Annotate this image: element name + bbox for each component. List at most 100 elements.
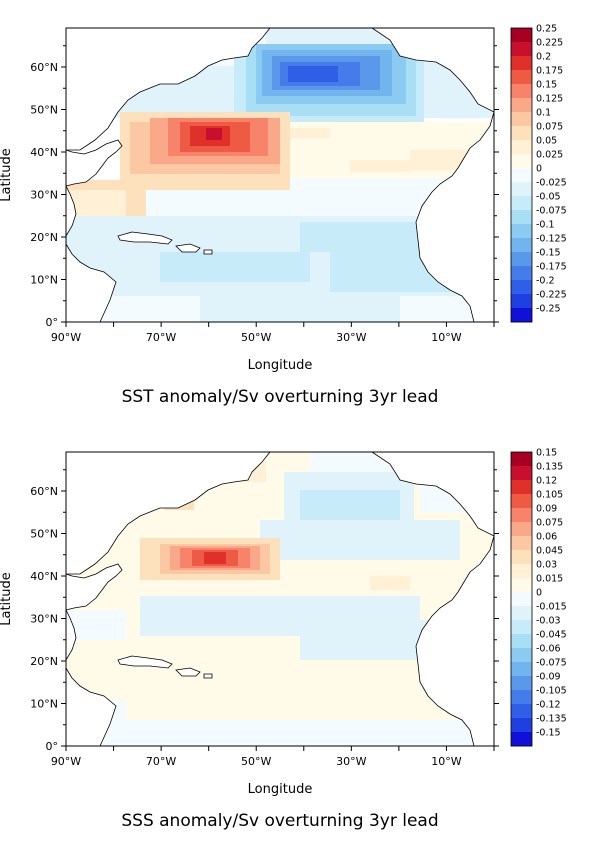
sst-colorbar-label: 0 xyxy=(536,164,542,175)
sss-colorbar-swatch xyxy=(511,634,532,649)
sss-x-tick-label: 10°W xyxy=(431,755,461,768)
sst-colorbar-swatch xyxy=(511,266,532,281)
sst-x-tick-label: 10°W xyxy=(431,331,461,344)
sss-colorbar-label: -0.06 xyxy=(536,644,561,655)
sst-colorbar-swatch xyxy=(511,210,532,225)
sss-title: SSS anomaly/Sv overturning 3yr lead xyxy=(121,811,438,831)
sst-colorbar-swatch xyxy=(511,112,532,127)
sst-colorbar-swatch xyxy=(511,308,532,323)
sss-x-tick-label: 50°W xyxy=(241,755,271,768)
sst-colorbar-label: 0.025 xyxy=(536,150,563,161)
sst-colorbar-swatch xyxy=(511,98,532,113)
sst-x-tick-label: 30°W xyxy=(336,331,366,344)
sst-colorbar-label: 0.15 xyxy=(536,80,557,91)
sss-y-tick-label: 30°N xyxy=(30,613,58,626)
sss-x-tick-label: 30°W xyxy=(336,755,366,768)
sst-title: SST anomaly/Sv overturning 3yr lead xyxy=(122,387,439,407)
sst-colorbar-label: -0.1 xyxy=(536,220,555,231)
sst-colorbar-label: 0.2 xyxy=(536,52,551,63)
sss-colorbar-label: -0.015 xyxy=(536,602,567,613)
sst-colorbar-swatch xyxy=(511,196,532,211)
sss-y-tick-label: 0° xyxy=(46,740,59,753)
sst-colorbar-label: -0.225 xyxy=(536,290,567,301)
sss-y-tick-label: 10°N xyxy=(30,698,58,711)
sst-xlabel: Longitude xyxy=(248,358,313,373)
sss-colorbar-label: 0.03 xyxy=(536,560,557,571)
sss-colorbar-swatch xyxy=(511,536,532,551)
sss-map-frame xyxy=(65,451,495,747)
sss-colorbar-swatch xyxy=(511,704,532,719)
sst-map-frame xyxy=(65,27,495,323)
sss-colorbar-label: 0.12 xyxy=(536,476,557,487)
sss-colorbar-swatch xyxy=(511,718,532,733)
sst-colorbar-swatch xyxy=(511,294,532,309)
sst-colorbar-swatch xyxy=(511,224,532,239)
sss-colorbar-label: 0.135 xyxy=(536,462,563,473)
sss-colorbar-swatch xyxy=(511,648,532,663)
sst-colorbar-swatch xyxy=(511,252,532,267)
sss-colorbar-swatch xyxy=(511,620,532,635)
sss-colorbar-label: -0.045 xyxy=(536,630,567,641)
sst-panel: 90°W 70°W 50°W 30°W 10°W 0° 10°N 20°N 30°N 40°N 5… xyxy=(0,24,567,408)
sss-colorbar-swatch xyxy=(511,578,532,593)
sst-y-tick-label: 40°N xyxy=(30,146,58,159)
sst-map xyxy=(65,27,495,323)
sss-colorbar-label: 0.06 xyxy=(536,532,557,543)
sss-colorbar-label: 0.075 xyxy=(536,518,563,529)
sst-colorbar-label: 0.075 xyxy=(536,122,563,133)
sss-panel: 90°W 70°W 50°W 30°W 10°W 0° 10°N 20°N 30°N 40°N 5… xyxy=(0,448,567,832)
sss-x-axis: 90°W 70°W 50°W 30°W 10°W xyxy=(51,746,495,768)
sss-colorbar-swatch xyxy=(511,732,532,747)
sss-y-tick-label: 60°N xyxy=(30,485,58,498)
sss-x-tick-label: 70°W xyxy=(146,755,176,768)
sss-y-tick-label: 20°N xyxy=(30,655,58,668)
sst-colorbar-swatch xyxy=(511,280,532,295)
sst-y-tick-label: 50°N xyxy=(30,104,58,117)
sss-colorbar-swatch xyxy=(511,676,532,691)
sst-colorbar-swatch xyxy=(511,70,532,85)
sst-y-tick-label: 20°N xyxy=(30,231,58,244)
sst-colorbar-label: -0.125 xyxy=(536,234,567,245)
sst-land xyxy=(65,27,495,323)
sss-colorbar-swatch xyxy=(511,494,532,509)
sst-ylabel: Latitude xyxy=(0,148,14,202)
sss-y-tick-label: 40°N xyxy=(30,570,58,583)
sss-colorbar-label: -0.15 xyxy=(536,728,561,739)
sst-colorbar-swatch xyxy=(511,56,532,71)
sst-colorbar-swatch xyxy=(511,84,532,99)
sst-colorbar-label: -0.2 xyxy=(536,276,555,287)
sss-colorbar-swatch xyxy=(511,452,532,467)
sss-colorbar-label: -0.105 xyxy=(536,686,567,697)
sst-colorbar-label: -0.025 xyxy=(536,178,567,189)
sst-colorbar-swatch xyxy=(511,168,532,183)
sss-colorbar-swatch xyxy=(511,480,532,495)
sss-colorbar-swatch xyxy=(511,564,532,579)
sst-y-tick-label: 30°N xyxy=(30,189,58,202)
sst-x-axis: 90°W 70°W 50°W 30°W 10°W xyxy=(51,322,495,344)
sst-colorbar-swatch xyxy=(511,182,532,197)
sst-colorbar-label: -0.15 xyxy=(536,248,561,259)
sss-colorbar-swatch xyxy=(511,508,532,523)
sst-y-axis: 0° 10°N 20°N 30°N 40°N 50°N 60°N xyxy=(30,45,499,329)
sst-colorbar-label: 0.175 xyxy=(536,66,563,77)
sss-colorbar-label: -0.12 xyxy=(536,700,561,711)
sss-colorbar-swatch xyxy=(511,522,532,537)
sss-colorbar-swatch xyxy=(511,662,532,677)
sss-land xyxy=(65,451,495,747)
sst-y-tick-label: 60°N xyxy=(30,61,58,74)
sss-colorbar-label: 0.09 xyxy=(536,504,557,515)
sst-colorbar: 0.25 0.225 0.2 0.175 0.15 0.125 0.1 0.075 0.05 0.… xyxy=(510,24,567,323)
sst-colorbar-label: -0.175 xyxy=(536,262,567,273)
sst-x-tick-label: 70°W xyxy=(146,331,176,344)
sss-y-tick-label: 50°N xyxy=(30,528,58,541)
sst-colorbar-swatch xyxy=(511,126,532,141)
sst-colorbar-swatch xyxy=(511,42,532,57)
sss-colorbar-label: 0.015 xyxy=(536,574,563,585)
sss-colorbar-label: 0.105 xyxy=(536,490,563,501)
sst-colorbar-label: 0.125 xyxy=(536,94,563,105)
sss-colorbar-label: 0.045 xyxy=(536,546,563,557)
sst-colorbar-swatch xyxy=(511,238,532,253)
sst-y-tick-label: 0° xyxy=(46,316,59,329)
sst-colorbar-label: -0.25 xyxy=(536,304,561,315)
